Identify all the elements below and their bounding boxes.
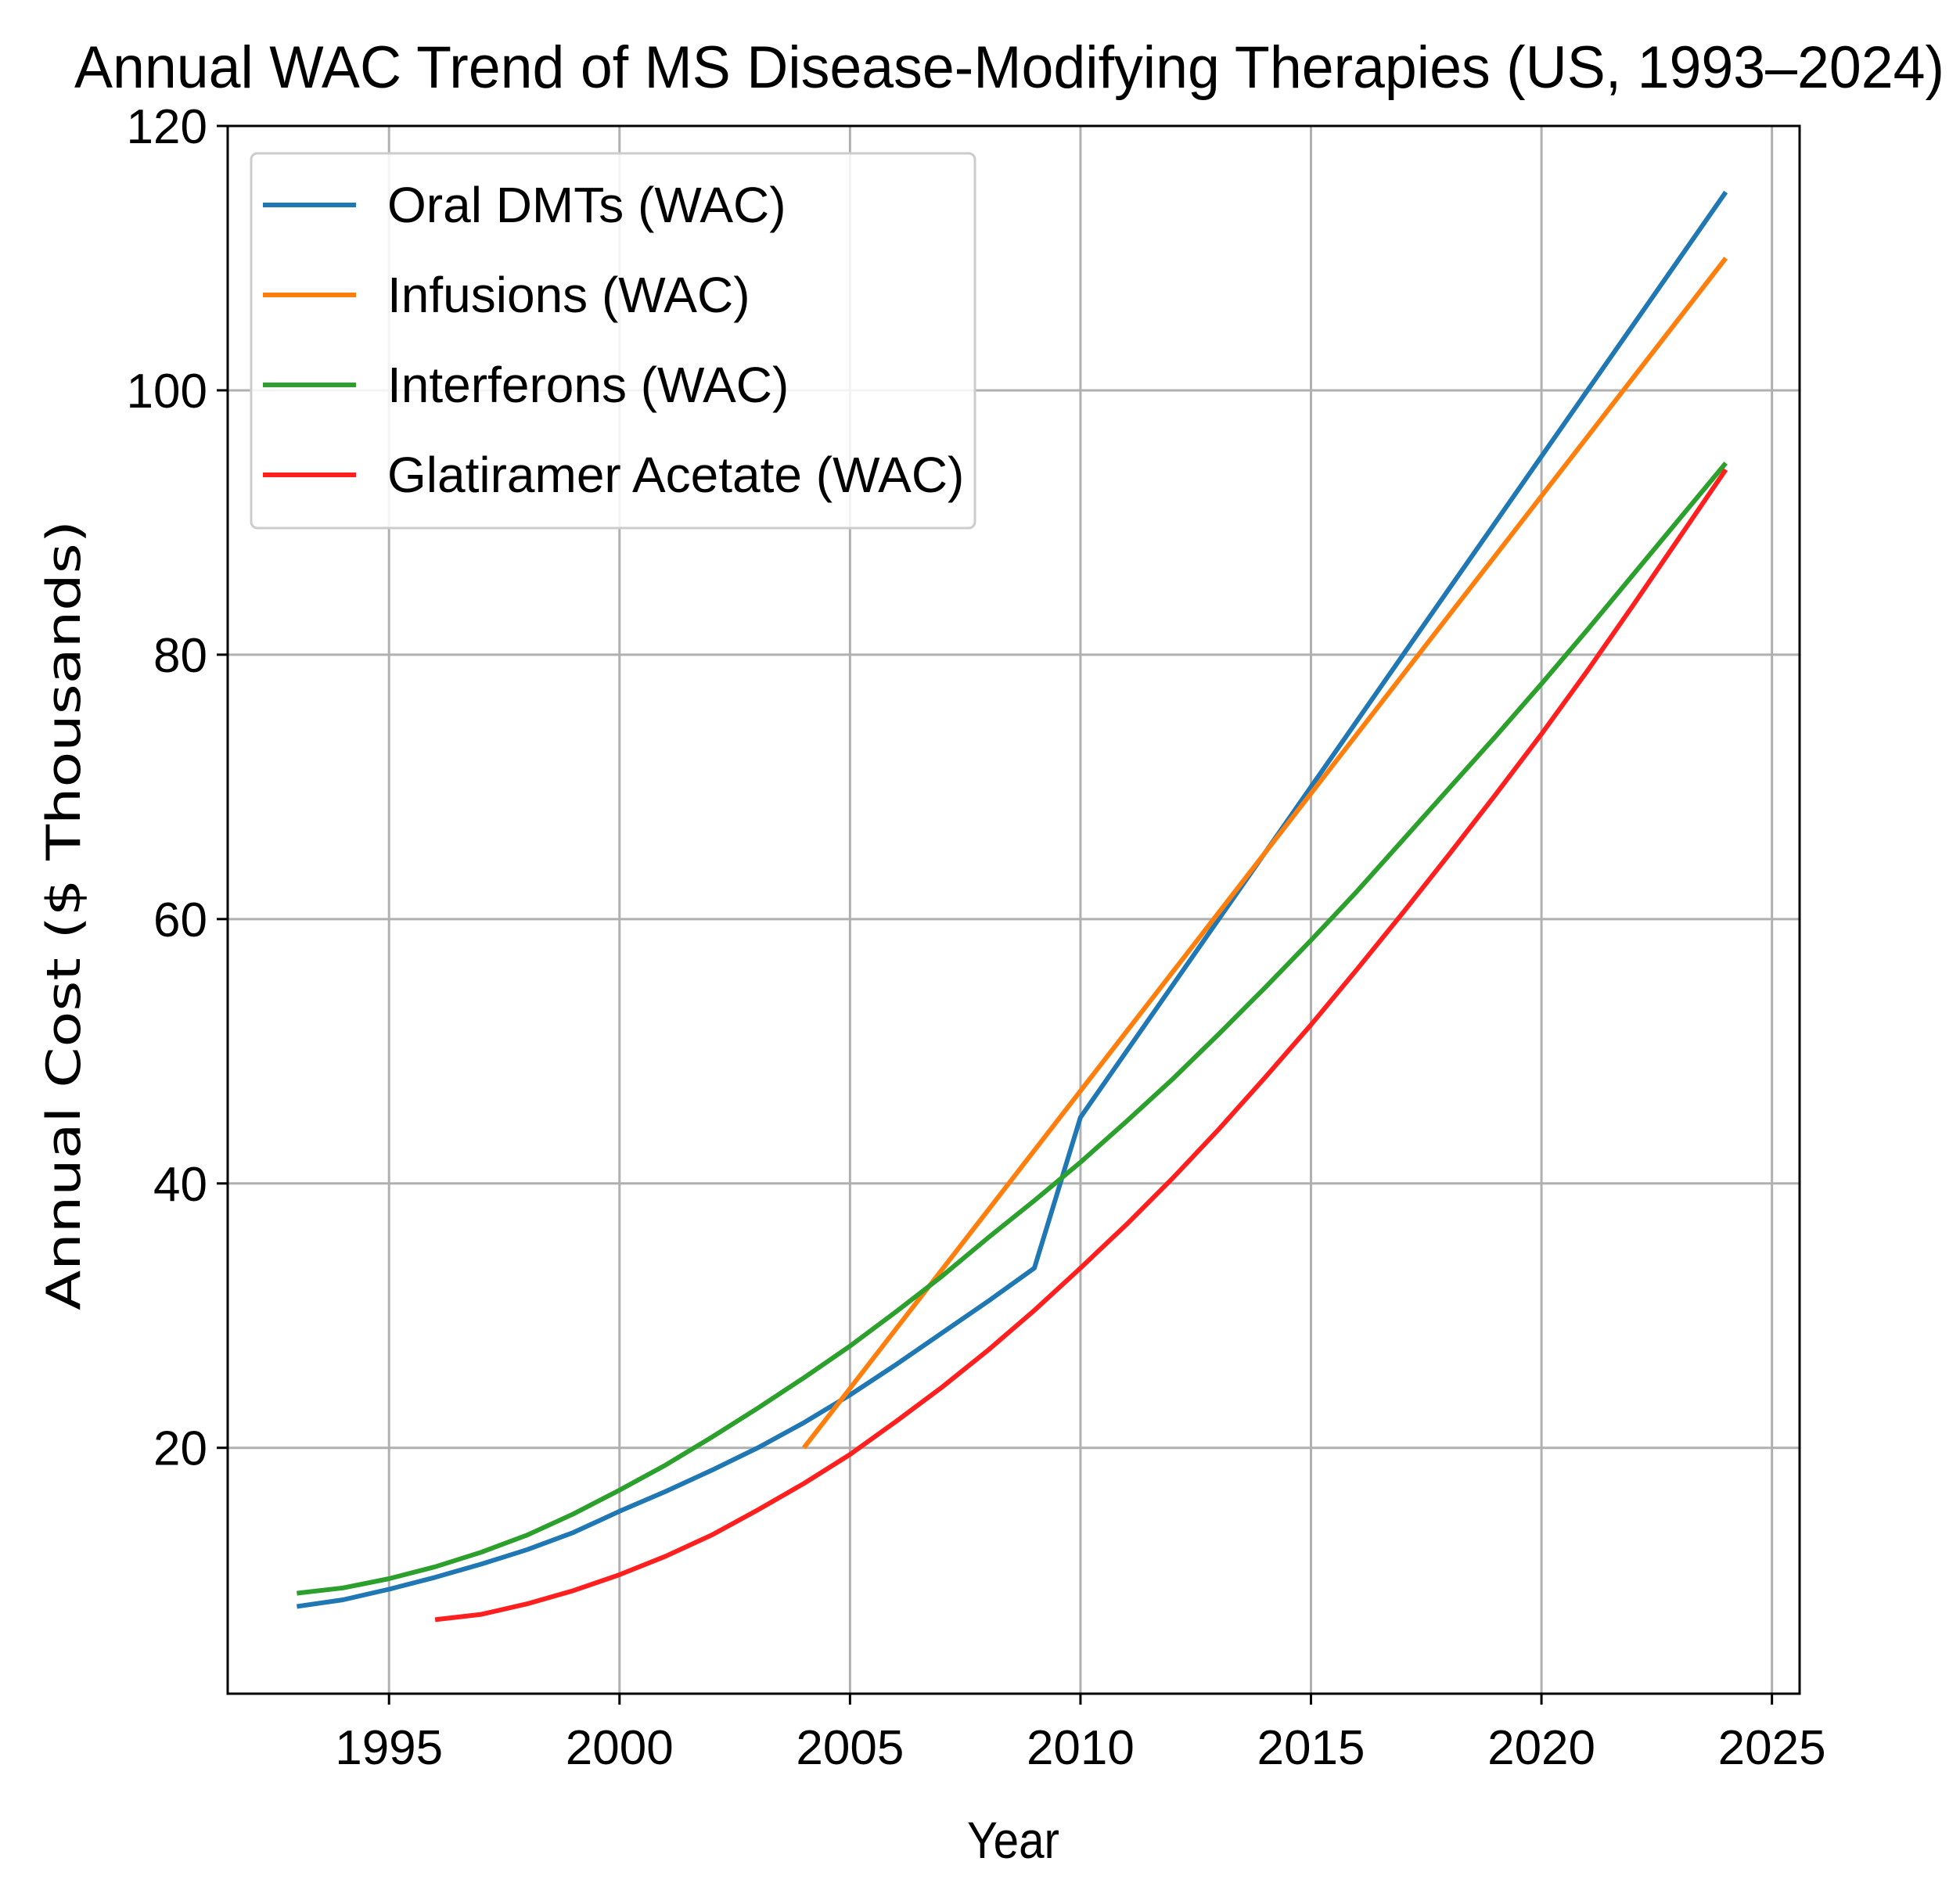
legend-label: Infusions (WAC) xyxy=(387,267,750,323)
x-tick-label: 2000 xyxy=(566,1721,674,1775)
legend-label: Glatiramer Acetate (WAC) xyxy=(387,447,964,503)
y-tick-label: 100 xyxy=(127,365,207,419)
legend-label: Oral DMTs (WAC) xyxy=(387,177,786,233)
x-tick-label: 1995 xyxy=(335,1721,443,1775)
x-tick-label: 2015 xyxy=(1257,1721,1365,1775)
legend: Oral DMTs (WAC) Infusions (WAC) Interferon… xyxy=(250,152,976,530)
chart-title: Annual WAC Trend of MS Disease-Modifying… xyxy=(74,34,1944,101)
x-axis-label: Year xyxy=(967,1811,1059,1869)
y-ticks: 20 40 60 80 100 120 xyxy=(127,100,228,1476)
legend-box xyxy=(250,152,976,530)
series-line-1 xyxy=(802,257,1728,1450)
series-lines xyxy=(296,190,1728,1622)
x-ticks: 1995 2000 2005 2010 2015 2020 2025 xyxy=(335,1694,1826,1775)
series-line-2 xyxy=(297,461,1728,1596)
x-tick-label: 2010 xyxy=(1027,1721,1135,1775)
y-tick-label: 20 xyxy=(153,1422,207,1476)
y-tick-label: 60 xyxy=(153,893,207,947)
y-axis-label: Annual Cost ($ Thousands) xyxy=(37,520,92,1310)
legend-label: Interferons (WAC) xyxy=(387,357,789,413)
y-tick-label: 80 xyxy=(153,629,207,683)
series-line-3 xyxy=(434,468,1728,1622)
plot-frame xyxy=(226,124,1801,1695)
y-tick-label: 40 xyxy=(153,1158,207,1212)
x-tick-label: 2005 xyxy=(796,1721,904,1775)
x-tick-label: 2025 xyxy=(1718,1721,1826,1775)
x-tick-label: 2020 xyxy=(1487,1721,1595,1775)
series-line-0 xyxy=(296,190,1728,1609)
y-tick-label: 120 xyxy=(127,100,207,154)
